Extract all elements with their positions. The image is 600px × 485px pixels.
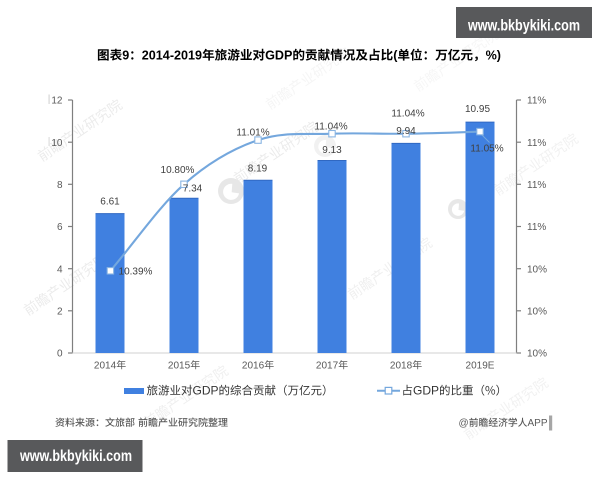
svg-text:9.13: 9.13 <box>322 145 342 156</box>
svg-text:11%: 11% <box>527 180 546 191</box>
svg-text:10%: 10% <box>527 306 547 317</box>
svg-text:7.34: 7.34 <box>183 184 203 195</box>
svg-text:APP: APP <box>528 418 548 429</box>
svg-text:8.19: 8.19 <box>248 164 268 175</box>
svg-text:10%: 10% <box>527 264 547 275</box>
svg-text:11%: 11% <box>527 96 546 107</box>
svg-text:2015: 2015 <box>168 361 191 372</box>
svg-text:8: 8 <box>57 180 63 191</box>
svg-text:10.95: 10.95 <box>465 104 490 115</box>
svg-text:11%: 11% <box>527 222 546 233</box>
svg-text:GDP: GDP <box>193 384 219 398</box>
svg-text:0: 0 <box>57 349 63 360</box>
svg-text:11.04%: 11.04% <box>314 122 347 133</box>
svg-text:11.04%: 11.04% <box>391 109 424 120</box>
svg-text:12: 12 <box>51 96 63 107</box>
svg-text:%): %) <box>486 49 501 63</box>
svg-text:(: ( <box>393 49 398 63</box>
svg-text:4: 4 <box>57 264 63 275</box>
svg-text:2: 2 <box>57 306 63 317</box>
svg-text:2016: 2016 <box>242 361 265 372</box>
svg-text:GDP: GDP <box>413 384 439 398</box>
svg-text:9.94: 9.94 <box>396 126 416 137</box>
svg-text:10.39%: 10.39% <box>119 267 153 278</box>
svg-text:6: 6 <box>57 222 63 233</box>
svg-text:10.80%: 10.80% <box>161 165 195 176</box>
svg-text:10%: 10% <box>527 349 547 360</box>
svg-text:11%: 11% <box>527 138 546 149</box>
svg-text:www.bkbykiki.com: www.bkbykiki.com <box>19 448 132 465</box>
svg-text:2017: 2017 <box>316 361 339 372</box>
svg-text:www.bkbykiki.com: www.bkbykiki.com <box>467 18 580 35</box>
svg-text:10: 10 <box>51 138 63 149</box>
svg-text:@: @ <box>459 418 469 429</box>
svg-text:GDP: GDP <box>265 49 292 63</box>
svg-text:11.05%: 11.05% <box>470 144 503 155</box>
svg-text:9: 9 <box>122 49 129 63</box>
svg-text:2014: 2014 <box>94 361 117 372</box>
svg-text:6.61: 6.61 <box>100 197 120 208</box>
svg-text:11.01%: 11.01% <box>236 128 269 139</box>
svg-text:2014-2019: 2014-2019 <box>142 49 202 63</box>
svg-text:2019E: 2019E <box>466 361 495 372</box>
svg-text:2018: 2018 <box>390 361 413 372</box>
